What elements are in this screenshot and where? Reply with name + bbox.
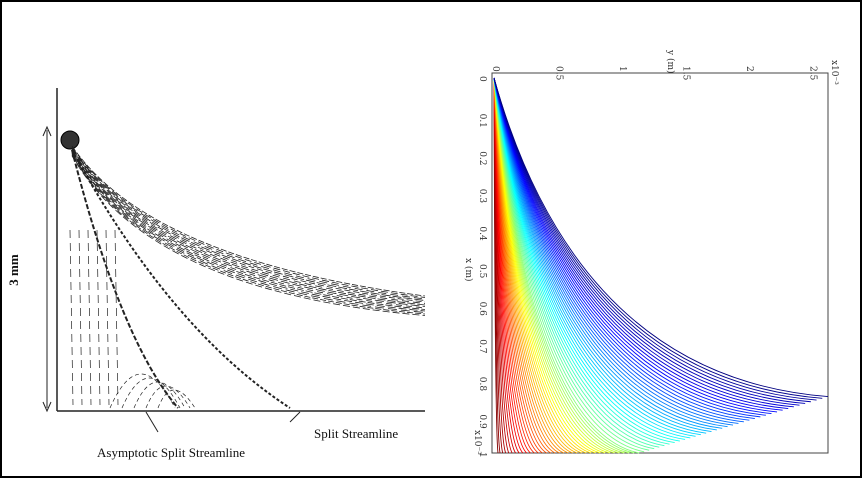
contour-line <box>493 77 744 423</box>
plot-box <box>491 72 829 454</box>
streamline-sketch: 3 mm Asymptotic Split Streamline Split S… <box>6 88 426 460</box>
contour-line <box>493 77 660 448</box>
contour-line <box>493 77 696 437</box>
contour-line <box>493 77 789 409</box>
streamline <box>145 385 191 409</box>
contour-line <box>493 77 707 434</box>
annotation: Asymptotic Split Streamline <box>97 445 245 460</box>
contour-line <box>493 77 717 431</box>
contour-plot: 00.511.522.533.544.55x10⁻³y (m)00.10.20.… <box>463 49 839 458</box>
left-tick-label: 0.8 <box>477 377 487 392</box>
streamline <box>121 377 181 409</box>
top-tick-label: 1.5 <box>681 66 691 81</box>
annotation: Split Streamline <box>314 426 398 441</box>
contour-line <box>493 77 772 415</box>
contour-line <box>493 77 675 444</box>
streamline <box>78 229 83 406</box>
contour-line <box>493 77 766 416</box>
top-tick-label: 0.5 <box>554 66 564 81</box>
streamline <box>133 381 186 409</box>
streamline <box>96 229 101 406</box>
pointer <box>145 411 159 433</box>
streamline <box>71 147 426 300</box>
left-tick-label: 0.5 <box>477 264 487 279</box>
left-tick-label: 1 <box>477 452 487 458</box>
streamline <box>71 152 426 310</box>
streamline <box>109 373 176 409</box>
top-tick-label: 2 <box>744 66 754 72</box>
contour-line <box>493 77 739 424</box>
top-tick-label: 1 <box>617 66 627 72</box>
streamline <box>69 229 74 406</box>
contour-line <box>493 77 794 408</box>
scale-label: 3 mm <box>6 254 21 286</box>
left-tick-label: 0.1 <box>477 114 487 128</box>
contour-line <box>493 77 806 404</box>
contour-line <box>493 77 811 403</box>
streamline <box>71 146 426 298</box>
contour-line <box>493 77 829 398</box>
streamline <box>71 149 426 304</box>
contour-line <box>493 77 670 445</box>
streamline <box>71 145 426 297</box>
asymptotic-split-streamline <box>71 149 179 409</box>
streamline <box>114 229 119 406</box>
split-streamline <box>71 149 291 409</box>
left-tick-label: 0.6 <box>477 302 487 317</box>
arrow-heads <box>42 125 52 413</box>
left-tick-label: 0.4 <box>477 226 487 241</box>
left-tick-label: 0.7 <box>477 339 487 354</box>
pointer <box>289 411 301 423</box>
source-tuft <box>60 130 80 150</box>
contour-line <box>493 77 817 401</box>
left-tick-label: 0.9 <box>477 414 487 429</box>
contour-line <box>493 77 655 450</box>
contour-line <box>493 77 691 439</box>
contour-line <box>493 77 686 440</box>
contour-line <box>493 77 734 426</box>
top-axis-label: y (m) <box>665 49 676 74</box>
contour-line <box>493 77 761 418</box>
streamline <box>105 229 110 406</box>
streamline <box>87 229 92 406</box>
streamline <box>71 154 426 315</box>
contour-line <box>493 77 800 406</box>
left-tick-label: 0.2 <box>477 151 487 165</box>
left-tick-label: 0 <box>477 76 487 82</box>
top-tick-label: 0 <box>490 66 500 72</box>
contour-line <box>493 77 823 399</box>
streamline <box>71 153 426 312</box>
streamline <box>71 155 426 316</box>
left-exponent: x10⁻³ <box>472 430 482 455</box>
left-tick-label: 0.3 <box>477 189 487 204</box>
streamline <box>71 151 426 307</box>
streamline <box>71 150 426 306</box>
contour-line <box>493 77 755 419</box>
top-exponent: x10⁻³ <box>829 60 839 85</box>
top-tick-label: 2.5 <box>808 66 818 81</box>
streamline <box>71 148 426 301</box>
contour-line <box>493 77 701 436</box>
contour-line <box>493 77 783 411</box>
contour-line <box>493 77 665 447</box>
contour-line <box>493 77 728 428</box>
contour-line <box>493 77 712 432</box>
left-axis-label: x (m) <box>463 258 474 282</box>
contour-line <box>493 77 723 429</box>
streamline <box>71 151 426 309</box>
streamline <box>71 148 426 303</box>
contour-line <box>493 77 680 442</box>
contour-line <box>493 77 778 413</box>
streamline <box>71 154 426 313</box>
contour-line <box>493 77 750 421</box>
